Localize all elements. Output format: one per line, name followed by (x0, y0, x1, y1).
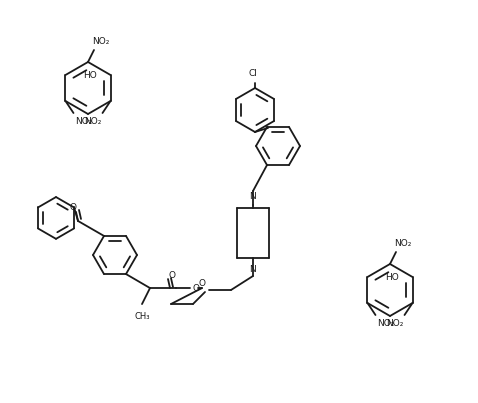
Text: NO₂: NO₂ (84, 116, 101, 125)
Text: HO: HO (385, 272, 399, 282)
Text: N: N (250, 192, 256, 201)
Text: O: O (69, 204, 76, 212)
Text: N: N (250, 265, 256, 274)
Text: NO₂: NO₂ (75, 116, 92, 125)
Text: NO₂: NO₂ (386, 318, 403, 328)
Text: Cl: Cl (249, 69, 258, 78)
Text: NO₂: NO₂ (377, 318, 394, 328)
Text: NO₂: NO₂ (394, 239, 412, 249)
Text: O: O (193, 284, 199, 293)
Text: O: O (198, 278, 206, 287)
Text: HO: HO (83, 71, 97, 79)
Text: O: O (169, 270, 175, 280)
Text: CH₃: CH₃ (134, 312, 150, 321)
Text: NO₂: NO₂ (92, 37, 109, 46)
